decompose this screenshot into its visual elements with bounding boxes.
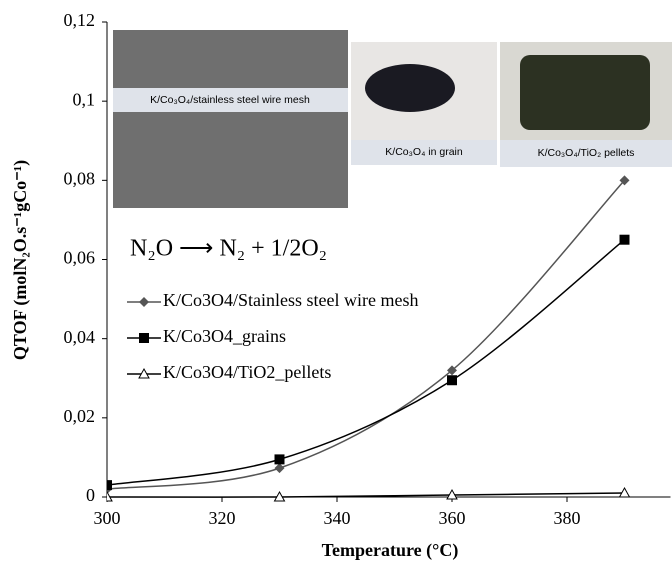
marker <box>620 235 630 245</box>
y-tick-label: 0,12 <box>64 10 96 30</box>
photo-grain-pile <box>365 64 455 112</box>
photo-caption: K/Co₃O₄/stainless steel wire mesh <box>150 94 310 106</box>
x-tick-label: 360 <box>439 508 466 528</box>
marker <box>447 375 457 385</box>
photo-mesh <box>113 30 348 208</box>
y-tick-label: 0,02 <box>64 406 96 426</box>
y-tick-label: 0,06 <box>64 248 96 268</box>
y-axis-label: QTOF (molN₂O.s⁻¹gCo⁻¹) <box>10 160 31 360</box>
photo-caption: K/Co₃O₄/TiO₂ pellets <box>538 147 635 159</box>
marker <box>139 297 149 307</box>
photo-caption: K/Co₃O₄ in grain <box>385 146 463 158</box>
legend-label: K/Co3O4/TiO2_pellets <box>163 362 331 382</box>
y-tick-label: 0,1 <box>73 89 96 109</box>
photo-pellets-pile <box>520 55 650 130</box>
marker <box>275 463 285 473</box>
chart: K/Co₃O₄/stainless steel wire mesh K/Co₃O… <box>0 0 672 567</box>
marker <box>102 480 112 490</box>
x-axis-label: Temperature (°C) <box>322 540 459 561</box>
marker <box>275 454 285 464</box>
legend-label: K/Co3O4/Stainless steel wire mesh <box>163 290 418 310</box>
x-tick-label: 320 <box>209 508 236 528</box>
y-tick-label: 0,04 <box>64 327 96 347</box>
equation: N₂O ⟶ N₂ + 1/2O₂ <box>130 236 327 262</box>
x-tick-label: 380 <box>554 508 581 528</box>
x-tick-label: 300 <box>94 508 121 528</box>
y-tick-label: 0,08 <box>64 168 96 188</box>
y-tick-label: 0 <box>86 485 95 505</box>
x-tick-label: 340 <box>324 508 351 528</box>
marker <box>139 333 149 343</box>
legend-label: K/Co3O4_grains <box>163 326 286 346</box>
